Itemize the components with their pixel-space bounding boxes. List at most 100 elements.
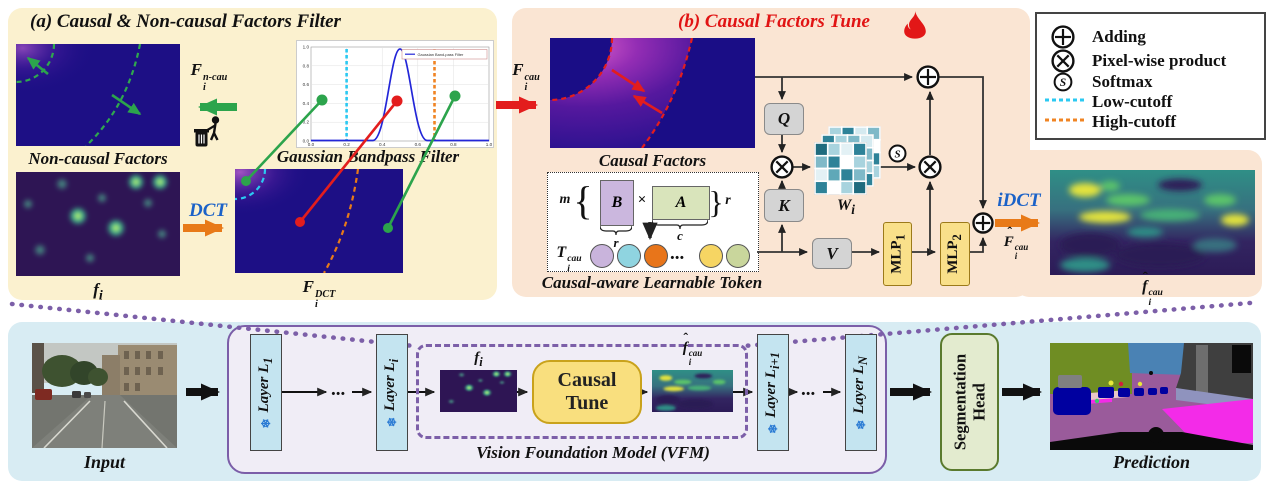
snowflake-icon: ❄ [384,416,399,427]
dct-label: DCT [189,200,227,221]
gaussian-bandpass-plot: 0.0 0.2 0.4 0.6 0.8 1.0 0.0 0.2 0.4 0.6 … [296,40,494,148]
svg-text:0.8: 0.8 [450,142,457,147]
fhat-output-label: f ˆ cau i [1142,268,1163,309]
causal-tune-box: Causal Tune [532,360,642,424]
svg-text:1.0: 1.0 [303,45,310,50]
segmentation-head-box: Segmentation Head [940,333,999,471]
token-r-right: r [725,193,731,208]
softmax-node: S [888,144,907,163]
snowflake-icon: ❄ [853,419,868,430]
query-box: Q [764,103,804,135]
layer-l1-box: ❄ Layer L1 [250,334,282,451]
frequency-pin-lines [245,95,457,229]
token-brace-close: } [708,184,724,220]
token-B-underbrace [600,226,632,236]
token-times: × [637,192,647,208]
non-causal-arrows [26,56,142,116]
token-A-box: A [652,186,710,220]
causal-factors-image [550,38,755,148]
svg-text:S: S [894,148,900,160]
layer-ln-box: ❄ Layer LN [845,334,877,451]
non-causal-factors-label: Non-causal Factors [28,149,168,168]
wi-label: Wi [837,197,855,218]
layer-li1-box: ❄ Layer Li+1 [757,334,789,451]
token-c-under: c [677,228,683,243]
frequency-pin-dots [241,90,461,233]
token-circle-3 [644,244,668,268]
mlp1-box: MLP1 [883,222,912,286]
f-dct-label: F DCT i [302,277,336,310]
legend-low-cutoff-label: Low-cutoff [1092,92,1173,111]
plot-legend: Gaussian Band-pass Filter [401,49,488,60]
token-m-label: m [559,192,571,207]
legend-add-icon [1051,25,1075,49]
fhat-output-image [1050,170,1255,275]
legend-softmax-icon: S [1053,72,1073,92]
input-label: Input [83,452,126,472]
prediction-label: Prediction [1113,452,1190,472]
fi-small-label: fi [474,350,483,369]
svg-text:0.6: 0.6 [303,82,310,87]
layers-ellipsis-1: ... [331,379,346,400]
legend-softmax-label: Softmax [1092,72,1153,91]
svg-text:0.6: 0.6 [415,142,422,147]
tidyman-trash-icon [194,116,220,147]
gaussian-curve [311,48,489,142]
legend-low-cutoff-icon [1045,98,1087,102]
fhat-small-image [652,370,733,412]
token-caption: Causal-aware Learnable Token [541,273,763,292]
token-B-box: B [600,180,634,226]
svg-text:1.0: 1.0 [486,142,493,147]
causal-tune-dashed-region [416,344,748,439]
prediction-image [1050,343,1253,450]
idct-label: iDCT [997,190,1041,211]
causal-arrows [611,68,663,115]
gaussian-bandpass-label: Gaussian Bandpass Filter [276,147,460,166]
fi-label: fi [93,280,103,304]
svg-text:0.2: 0.2 [303,120,310,125]
snowflake-icon: ❄ [765,423,780,434]
token-circle-2 [617,244,641,268]
multiply-node-attn [918,155,942,179]
layers-ellipsis-2: ... [801,379,816,400]
legend-product-label: Pixel-wise product [1092,51,1227,70]
fi-small-image [440,370,517,412]
svg-text:S: S [1060,77,1066,89]
attention-wires [642,73,987,256]
fhat-small-label: f ˆ cau i [682,331,703,368]
f-dct-image [235,169,403,273]
svg-text:0.4: 0.4 [303,101,310,106]
fhat-cau-label: F ˆ cau i [1003,225,1029,262]
input-photo [32,343,177,448]
legend-adding-label: Adding [1092,27,1146,46]
attention-weight-grids [814,126,881,195]
svg-text:Gaussian Band-pass Filter: Gaussian Band-pass Filter [418,52,465,57]
add-node-top [916,65,940,89]
add-node-final [972,212,994,234]
svg-text:0.4: 0.4 [379,142,386,147]
snowflake-icon: ❄ [258,417,273,429]
mlp2-box: MLP2 [940,222,970,286]
token-circle-1 [590,244,614,268]
token-circle-5 [726,244,750,268]
token-r-under: r [613,235,619,250]
svg-text:0.0: 0.0 [303,139,310,144]
non-causal-factors-image [16,44,180,146]
layer-li-box: ❄ Layer Li [376,334,408,451]
legend-high-cutoff-icon [1045,118,1087,122]
legend-high-cutoff-label: High-cutoff [1092,112,1177,131]
panel-b-title: (b) Causal Factors Tune [678,11,870,32]
value-box: V [812,238,852,269]
vfm-label: Vision Foundation Model (VFM) [476,443,710,462]
token-circle-4 [699,244,723,268]
zoom-connector-lines [9,300,1253,349]
legend-multiply-icon [1051,49,1075,73]
svg-text:0.8: 0.8 [303,63,310,68]
causal-factors-label: Causal Factors [598,151,707,170]
svg-text:0.2: 0.2 [343,142,350,147]
fire-icon [904,11,926,39]
